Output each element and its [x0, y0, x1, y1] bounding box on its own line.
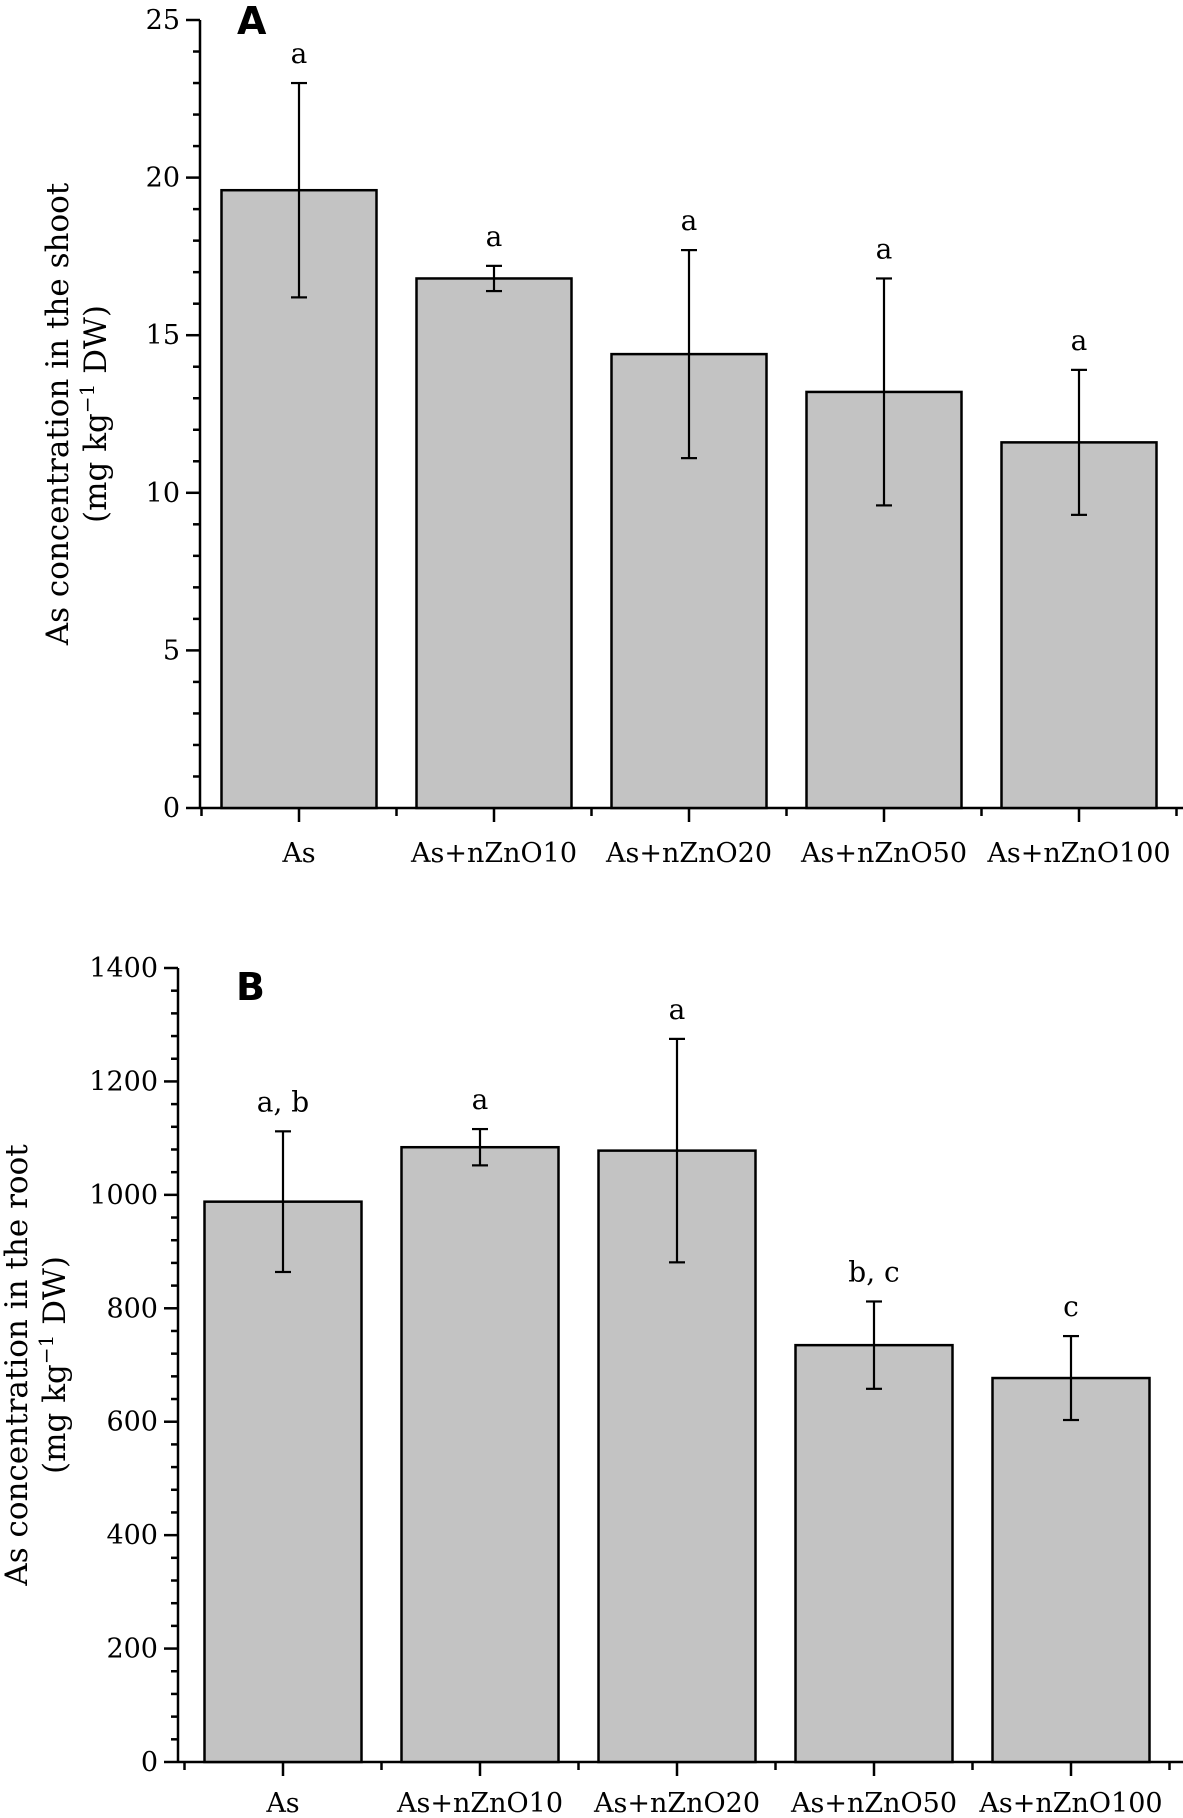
panel-a-y-axis-unit: (mg kg: [78, 413, 114, 523]
panel-b-y-tick-label: 1400: [89, 953, 158, 984]
panel-b-y-tick-label: 600: [106, 1407, 158, 1438]
panel-a-significance-label: a: [486, 220, 503, 253]
panel-b-y-tick-label: 400: [106, 1520, 158, 1551]
panel-a-significance-label: a: [876, 232, 893, 265]
panel-a-y-axis-title: As concentration in the shoot(mg kg−1 DW…: [40, 182, 114, 646]
panel-a-y-axis-unit-suffix: DW): [78, 305, 114, 384]
panel-b-y-tick-label: 0: [141, 1747, 158, 1778]
panel-a-significance-label: a: [681, 204, 698, 237]
panel-a-category-label: As: [281, 838, 315, 869]
panel-b-y-axis-title: As concentration in the root(mg kg−1 DW): [0, 1144, 73, 1587]
panel-b-category-label: As: [265, 1788, 299, 1818]
panel-a-y-tick-label: 0: [163, 793, 180, 824]
panel-a-category-label: As+nZnO50: [800, 838, 967, 869]
panel-b-y-tick-label: 1000: [89, 1180, 158, 1211]
panel-a-shoot-chart: 0 5 10 15 20 25 a As a As+nZnO10 a As+nZnO20 a As+nZn…: [40, 0, 1183, 869]
panel-b-y-tick-label: 200: [106, 1634, 158, 1665]
panel-b-y-tick-label: 1200: [89, 1066, 158, 1097]
panel-a-significance-label: a: [1071, 324, 1088, 357]
panel-b-y-axis-title-line1: As concentration in the root: [0, 1144, 35, 1587]
panel-b-category-label: As+nZnO100: [978, 1788, 1162, 1818]
panel-a-panel-letter: A: [237, 0, 267, 43]
panel-b-category-label: As+nZnO20: [593, 1788, 760, 1818]
panel-a-y-tick-label: 5: [163, 635, 180, 666]
panel-a-y-axis-title-line1: As concentration in the shoot: [40, 182, 76, 646]
panel-b-significance-label: b, c: [848, 1255, 899, 1288]
panel-b-significance-label: c: [1063, 1290, 1079, 1323]
panel-b-category-label: As+nZnO50: [790, 1788, 957, 1818]
panel-a-category-label: As+nZnO10: [410, 838, 577, 869]
panel-b-significance-label: a, b: [257, 1085, 309, 1118]
panel-b-y-axis-unit-superscript: −1: [34, 1335, 58, 1364]
panel-a-category-label: As+nZnO20: [605, 838, 772, 869]
panel-a-y-tick-label: 10: [146, 478, 180, 509]
panel-a-y-tick-label: 25: [146, 5, 180, 36]
panel-b-y-tick-label: 800: [106, 1293, 158, 1324]
panel-b-category-label: As+nZnO10: [396, 1788, 563, 1818]
panel-a-bar: [415, 277, 573, 810]
panel-b-panel-letter: B: [236, 965, 265, 1009]
panel-b-bar: [203, 1200, 363, 1764]
panel-b-y-axis-unit-suffix: DW): [37, 1256, 73, 1335]
panel-a-y-tick-label: 15: [146, 320, 180, 351]
panel-b-bar: [991, 1376, 1151, 1764]
panel-b-significance-label: a: [472, 1083, 489, 1116]
panel-b-significance-label: a: [669, 993, 686, 1026]
panel-a-y-axis-unit-superscript: −1: [75, 384, 99, 413]
panel-b-root-chart: 0 200 400 600 800 1000 1200 1400 a, b As a As+nZnO1…: [0, 953, 1183, 1818]
panel-b-bar: [794, 1343, 954, 1764]
panel-a-category-label: As+nZnO100: [986, 838, 1170, 869]
panel-b-bar: [400, 1145, 560, 1764]
panel-a-bar: [805, 390, 963, 810]
panel-a-y-tick-label: 20: [146, 163, 180, 194]
panel-b-y-axis-unit: (mg kg: [37, 1364, 73, 1474]
panel-a-significance-label: a: [291, 37, 308, 70]
